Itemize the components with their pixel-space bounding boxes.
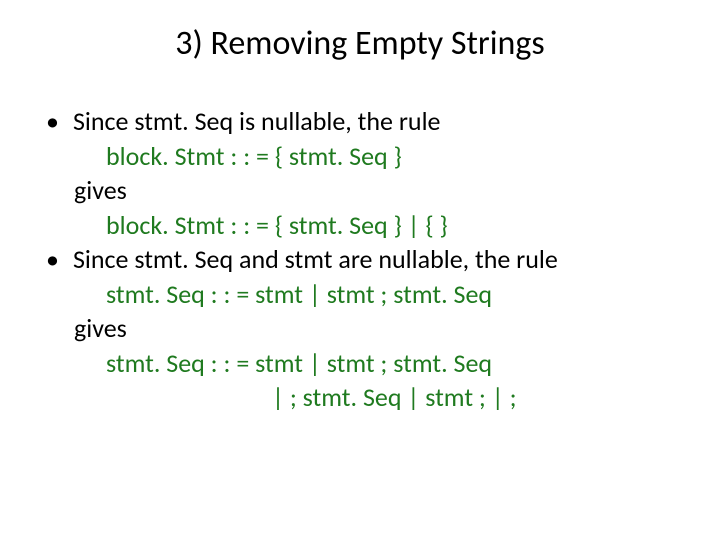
slide-container: 3) Removing Empty Strings • Since stmt. … [0,0,720,540]
bullet-1: • Since stmt. Seq is nullable, the rule [46,105,680,138]
bullet-2: • Since stmt. Seq and stmt are nullable,… [46,243,680,276]
bullet-2-rule2b: | ; stmt. Seq | stmt ; | ; [272,381,680,414]
bullet-1-gives: gives [74,174,680,207]
bullet-2-rule1: stmt. Seq : : = stmt | stmt ; stmt. Seq [106,278,680,311]
bullet-1-rule1: block. Stmt : : = { stmt. Seq } [106,140,680,173]
bullet-2-lead: Since stmt. Seq and stmt are nullable, t… [73,243,680,276]
bullet-2-gives: gives [74,312,680,345]
bullet-dot: • [46,243,59,276]
bullet-1-lead: Since stmt. Seq is nullable, the rule [73,105,680,138]
bullet-2-rule2a: stmt. Seq : : = stmt | stmt ; stmt. Seq [106,347,680,380]
slide-title: 3) Removing Empty Strings [40,24,680,63]
bullet-1-rule2: block. Stmt : : = { stmt. Seq } | { } [106,209,680,242]
bullet-dot: • [46,105,59,138]
slide-body: • Since stmt. Seq is nullable, the rule … [40,105,680,414]
